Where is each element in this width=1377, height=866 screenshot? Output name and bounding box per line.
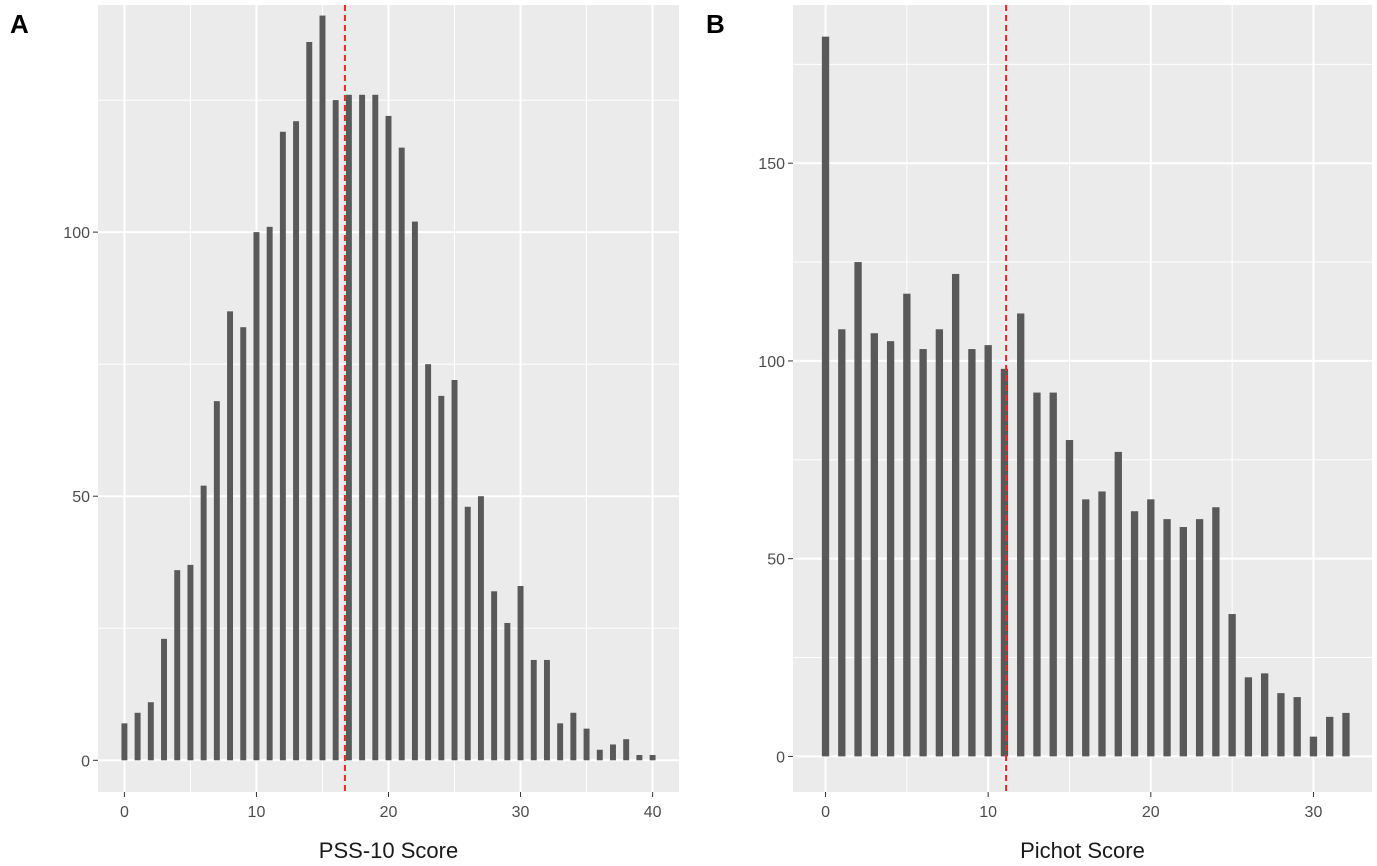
bar-b-22 (1179, 527, 1187, 757)
bar-a-10 (253, 232, 260, 761)
y-tick-label: 100 (63, 225, 90, 242)
bar-b-31 (1326, 716, 1334, 757)
bar-b-16 (1082, 499, 1090, 757)
bar-b-4 (886, 341, 895, 757)
bar-b-12 (1017, 313, 1025, 757)
bar-b-7 (935, 329, 944, 757)
bar-b-13 (1033, 392, 1041, 757)
y-tick-label: 150 (758, 156, 785, 173)
bar-b-5 (903, 293, 911, 757)
x-tick-label: 40 (644, 804, 662, 821)
bar-b-23 (1195, 519, 1204, 757)
y-tick-label: 0 (81, 753, 90, 770)
bar-a-12 (279, 131, 286, 761)
bar-a-39 (636, 755, 643, 761)
bar-b-17 (1098, 491, 1106, 757)
bar-b-32 (1342, 712, 1350, 757)
x-tick-label: 30 (1305, 804, 1323, 821)
x-tick-label: 10 (979, 804, 997, 821)
bar-b-26 (1244, 677, 1253, 757)
bar-a-15 (319, 15, 326, 761)
bar-b-20 (1147, 499, 1155, 757)
panel-a: 0 10 20 30 40 0 50 100 PSS-10 Score A (10, 5, 679, 863)
bar-a-13 (293, 121, 300, 761)
bar-a-8 (227, 311, 234, 761)
bar-a-25 (451, 380, 458, 761)
bar-b-11 (1000, 368, 1009, 757)
bar-a-30 (517, 586, 524, 761)
bar-a-27 (477, 496, 484, 761)
bar-b-10 (984, 345, 992, 757)
bar-a-6 (200, 485, 207, 761)
x-axis-title-b: Pichot Score (1020, 838, 1145, 863)
bar-b-27 (1260, 673, 1269, 757)
bar-a-31 (530, 659, 537, 761)
bar-a-26 (464, 506, 471, 761)
bar-b-21 (1163, 519, 1171, 757)
bar-a-11 (266, 226, 273, 761)
bar-b-28 (1277, 693, 1285, 757)
bar-b-2 (854, 262, 862, 757)
bar-b-14 (1049, 392, 1057, 757)
bar-b-24 (1212, 507, 1220, 757)
bar-a-24 (438, 395, 445, 761)
bar-a-38 (623, 739, 630, 761)
bar-a-36 (596, 749, 603, 761)
bar-a-17 (345, 94, 352, 761)
bar-b-1 (838, 329, 846, 757)
panel-b: 0 10 20 30 0 50 100 150 Pichot Score B (706, 5, 1372, 863)
bar-a-29 (504, 622, 511, 761)
bar-a-22 (411, 221, 418, 761)
x-axis-title-a: PSS-10 Score (319, 838, 458, 863)
bar-a-40 (649, 755, 656, 761)
bar-b-3 (870, 333, 878, 757)
bar-a-20 (385, 115, 392, 761)
bar-a-3 (161, 638, 167, 761)
bar-b-19 (1130, 511, 1139, 757)
bar-a-7 (213, 401, 220, 761)
bar-a-4 (174, 570, 181, 761)
bar-b-18 (1114, 451, 1122, 757)
bar-a-32 (543, 659, 550, 761)
bar-b-15 (1065, 440, 1074, 757)
bar-b-29 (1293, 697, 1301, 757)
bar-a-0 (121, 723, 128, 761)
bar-a-19 (372, 94, 379, 761)
bar-a-14 (306, 41, 313, 761)
bar-a-23 (425, 364, 432, 761)
y-tick-label: 50 (767, 552, 785, 569)
x-tick-label: 20 (380, 804, 398, 821)
bar-b-8 (951, 273, 960, 757)
bar-b-0 (821, 36, 830, 757)
bar-a-34 (570, 712, 577, 761)
bar-a-5 (187, 564, 194, 761)
x-tick-label: 0 (120, 804, 129, 821)
bar-a-18 (359, 94, 366, 761)
x-tick-label: 30 (512, 804, 530, 821)
bar-b-30 (1309, 736, 1318, 757)
panel-label-a: A (10, 9, 29, 39)
bar-a-16 (332, 100, 339, 761)
y-tick-label: 50 (72, 489, 90, 506)
bar-a-21 (398, 147, 405, 761)
bar-b-9 (968, 349, 976, 757)
bar-a-2 (147, 702, 154, 761)
bar-a-9 (240, 327, 247, 761)
bar-b-6 (919, 349, 927, 757)
bar-b-25 (1228, 614, 1236, 757)
x-tick-label: 20 (1142, 804, 1160, 821)
bar-a-28 (491, 591, 498, 761)
bar-a-35 (583, 728, 590, 761)
bar-a-1 (134, 712, 141, 761)
bar-a-37 (610, 744, 616, 761)
y-tick-label: 100 (758, 354, 785, 371)
panel-label-b: B (706, 9, 725, 39)
x-tick-label: 0 (821, 804, 830, 821)
y-tick-label: 0 (776, 749, 785, 766)
bar-a-33 (557, 723, 564, 761)
x-tick-label: 10 (248, 804, 266, 821)
